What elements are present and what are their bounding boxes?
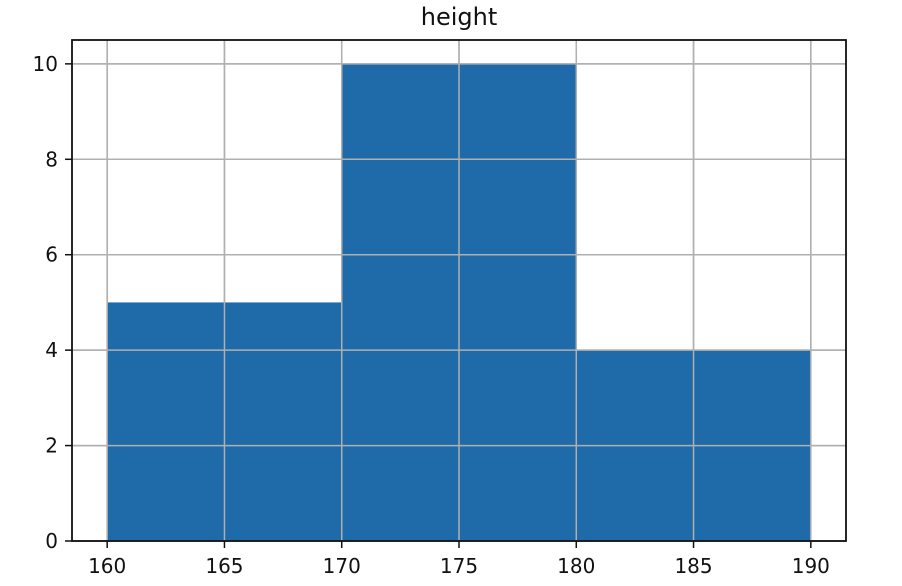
- x-tick-label: 180: [557, 554, 595, 578]
- y-tick-label: 8: [45, 147, 58, 171]
- x-tick-label: 175: [440, 554, 478, 578]
- y-tick-label: 10: [33, 52, 58, 76]
- x-tick-label: 190: [792, 554, 830, 578]
- y-tick-label: 2: [45, 434, 58, 458]
- y-axis-ticks: 0 2 4 6 8 10: [33, 52, 72, 553]
- y-tick-label: 4: [45, 338, 58, 362]
- x-tick-label: 170: [323, 554, 361, 578]
- x-tick-label: 160: [88, 554, 126, 578]
- y-tick-label: 6: [45, 243, 58, 267]
- chart-title: height: [421, 3, 498, 31]
- y-tick-label: 0: [45, 529, 58, 553]
- bars-layer: [72, 40, 846, 542]
- x-axis-ticks: 160 165 170 175 180 185 190: [88, 541, 830, 578]
- x-tick-label: 185: [674, 554, 712, 578]
- x-tick-label: 165: [205, 554, 243, 578]
